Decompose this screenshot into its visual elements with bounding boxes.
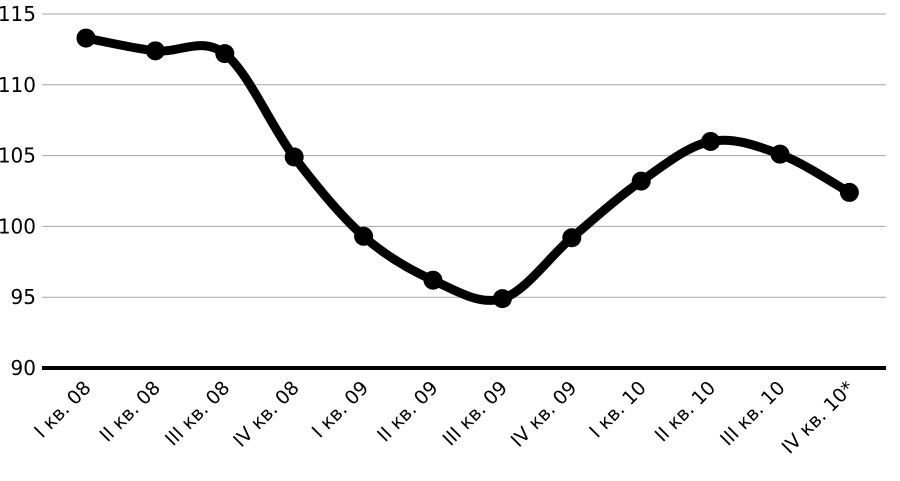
data-point-6 bbox=[492, 289, 512, 309]
x-tick-label-8: I кв. 10 bbox=[585, 377, 650, 442]
data-point-9 bbox=[701, 131, 721, 151]
x-tick-label-3: IV кв. 08 bbox=[229, 377, 304, 452]
y-tick-label-105: 105 bbox=[0, 144, 36, 168]
data-point-3 bbox=[284, 147, 304, 167]
x-tick-label-7: IV кв. 09 bbox=[507, 377, 582, 452]
data-point-10 bbox=[770, 144, 790, 164]
x-tick-label-6: III кв. 09 bbox=[439, 377, 512, 450]
series-points bbox=[76, 28, 859, 309]
x-tick-label-2: III кв. 08 bbox=[161, 377, 234, 450]
x-tick-label-10: III кв. 10 bbox=[716, 377, 789, 450]
y-tick-label-115: 115 bbox=[0, 2, 36, 26]
data-point-11 bbox=[839, 182, 859, 202]
y-tick-label-95: 95 bbox=[11, 285, 36, 309]
data-point-0 bbox=[76, 28, 96, 48]
x-tick-label-5: II кв. 09 bbox=[373, 377, 442, 446]
y-axis-tick-labels: 90 95 100 105 110 115 bbox=[0, 2, 36, 380]
data-point-8 bbox=[631, 171, 651, 191]
x-tick-label-0: I кв. 08 bbox=[30, 377, 95, 442]
x-tick-label-1: II кв. 08 bbox=[96, 377, 165, 446]
y-tick-label-110: 110 bbox=[0, 73, 36, 97]
series-line-path bbox=[81, 33, 854, 305]
gridlines bbox=[42, 13, 886, 298]
data-point-2 bbox=[215, 44, 235, 64]
data-point-5 bbox=[423, 270, 443, 290]
y-tick-label-100: 100 bbox=[0, 214, 36, 238]
y-tick-label-90: 90 bbox=[11, 356, 36, 380]
x-tick-label-9: II кв. 10 bbox=[651, 377, 720, 446]
x-tick-label-4: I кв. 09 bbox=[308, 377, 373, 442]
data-point-7 bbox=[562, 228, 582, 248]
data-point-1 bbox=[145, 41, 165, 61]
data-point-4 bbox=[354, 226, 374, 246]
series-line bbox=[81, 33, 854, 305]
x-tick-label-11: IV кв. 10* bbox=[778, 377, 859, 458]
